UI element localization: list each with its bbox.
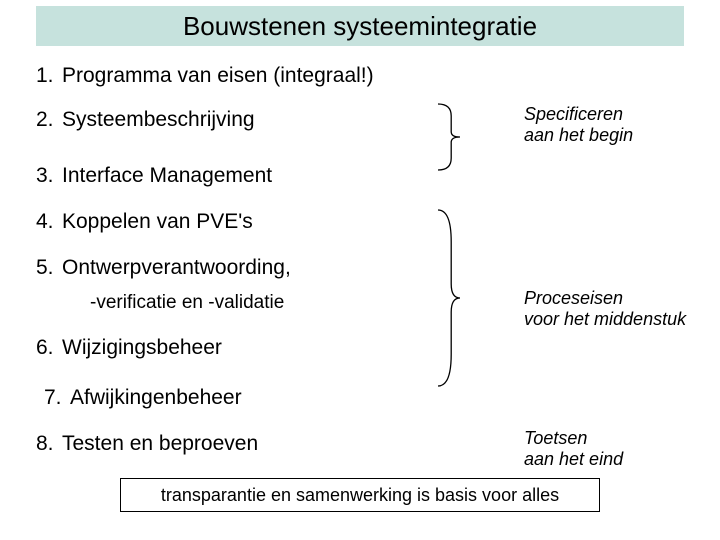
list-item-label: Wijzigingsbeheer [62,336,456,360]
list-item: 5.Ontwerpverantwoording, [36,256,456,280]
annotation: Proceseisenvoor het middenstuk [524,288,686,330]
list-item-number: 2. [36,108,62,132]
annotation: Specificerenaan het begin [524,104,633,146]
list-item-label: Programma van eisen (integraal!) [62,64,456,88]
title-band: Bouwstenen systeemintegratie [36,6,684,46]
main-list: 1.Programma van eisen (integraal!)2.Syst… [36,64,456,484]
footer-box: transparantie en samenwerking is basis v… [120,478,600,512]
annotation-line: Specificeren [524,104,633,125]
list-item-number: 4. [36,210,62,234]
list-item: 4.Koppelen van PVE's [36,210,456,234]
list-item-label: Koppelen van PVE's [62,210,456,234]
annotation-line: Proceseisen [524,288,686,309]
annotation-line: voor het middenstuk [524,309,686,330]
list-item-number: 6. [36,336,62,360]
slide: Bouwstenen systeemintegratie 1.Programma… [0,0,720,540]
annotation: Toetsenaan het eind [524,428,623,470]
list-item-label: Interface Management [62,164,456,188]
list-item-label: Testen en beproeven [62,432,456,456]
list-subitem: -verificatie en -validatie [90,292,284,314]
list-item: 7.Afwijkingenbeheer [36,386,456,410]
list-item: 2.Systeembeschrijving [36,108,456,132]
annotation-line: aan het begin [524,125,633,146]
annotation-line: Toetsen [524,428,623,449]
list-item-number: 3. [36,164,62,188]
list-item-number: 5. [36,256,62,280]
list-item: 6.Wijzigingsbeheer [36,336,456,360]
list-item-number: 7. [44,386,70,410]
list-item: 8.Testen en beproeven [36,432,456,456]
annotation-line: aan het eind [524,449,623,470]
list-item-label: Systeembeschrijving [62,108,456,132]
list-item: 1.Programma van eisen (integraal!) [36,64,456,88]
list-item-number: 8. [36,432,62,456]
page-title: Bouwstenen systeemintegratie [183,11,537,42]
list-item: 3.Interface Management [36,164,456,188]
list-item-label: Afwijkingenbeheer [70,386,456,410]
list-item-label: Ontwerpverantwoording, [62,256,456,280]
footer-text: transparantie en samenwerking is basis v… [161,485,559,506]
list-item-number: 1. [36,64,62,88]
